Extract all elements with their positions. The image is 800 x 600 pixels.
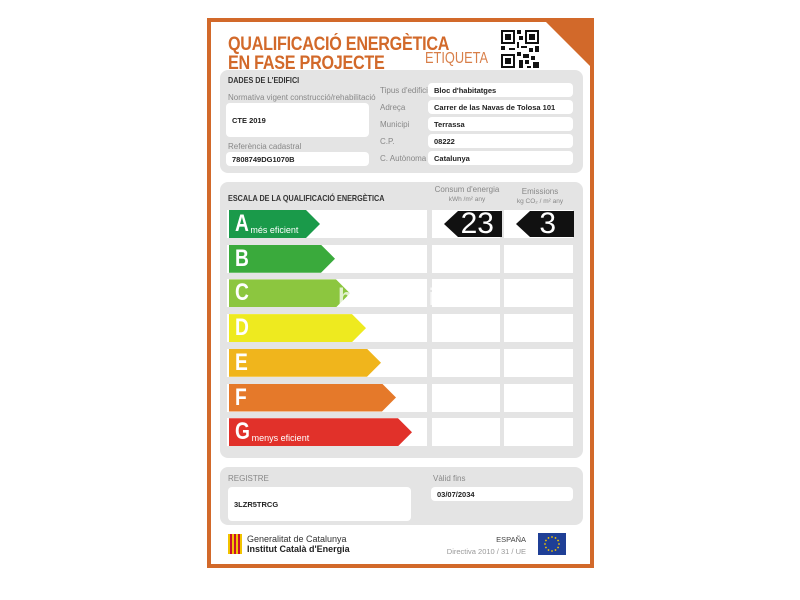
building-field-label: C. Autònoma (380, 154, 427, 163)
registre-field: 3LZR5TRCG (228, 487, 411, 521)
class-letter: E (235, 348, 248, 376)
building-field-label: C.P. (380, 137, 395, 146)
class-letter: F (235, 383, 247, 411)
building-section-title: DADES DE L'EDIFICI (228, 75, 300, 85)
class-subtitle: més eficient (250, 225, 299, 235)
class-arrow-c: C (229, 279, 350, 307)
normativa-field: CTE 2019 (226, 103, 369, 137)
cadastral-field: 7808749DG1070B (226, 152, 369, 166)
title-line2: EN FASE PROJECTE (228, 53, 385, 74)
scale-title: ESCALA DE LA QUALIFICACIÓ ENERGÈTICA (228, 193, 385, 203)
building-field-label: Municipi (380, 120, 410, 129)
consum-label: Consum d'energia (434, 185, 500, 194)
emissions-label: Emissions (521, 187, 559, 196)
footer-country: ESPAÑA (496, 535, 526, 544)
building-field-label: Tipus d'edifici (380, 86, 428, 95)
class-letter: B (235, 244, 249, 272)
building-data-panel: DADES DE L'EDIFICI Normativa vigent cons… (220, 70, 583, 173)
emissions-cell (504, 279, 573, 308)
class-arrow-g: G menys eficient (229, 418, 412, 446)
emissions-cell (504, 314, 573, 343)
footer-org1: Generalitat de Catalunya (247, 534, 347, 544)
class-arrow-d: D (229, 314, 366, 342)
title-line1: QUALIFICACIÓ ENERGÈTICA (228, 34, 450, 55)
consum-cell (432, 348, 500, 377)
registre-panel: REGISTRE 3LZR5TRCG Vàlid fins 03/07/2034 (220, 467, 583, 525)
building-field-value: Bloc d'habitatges (428, 83, 573, 97)
consum-cell (432, 383, 500, 412)
emissions-cell (504, 348, 573, 377)
class-arrow-e: E (229, 349, 381, 377)
class-letter: D (235, 314, 249, 342)
registre-label: REGISTRE (228, 474, 269, 483)
building-field-value: Catalunya (428, 151, 573, 165)
consum-cell (432, 314, 500, 343)
energy-label-document: QUALIFICACIÓ ENERGÈTICA EN FASE PROJECTE… (207, 18, 594, 568)
cadastral-label: Referència cadastral (228, 142, 302, 151)
energy-scale-panel: ESCALA DE LA QUALIFICACIÓ ENERGÈTICA Con… (220, 182, 583, 458)
valid-label: Vàlid fins (433, 474, 466, 483)
class-letter: C (235, 279, 249, 307)
eu-flag-icon (538, 533, 566, 555)
class-letter: A (235, 210, 249, 237)
building-field-label: Adreça (380, 103, 406, 112)
emissions-cell (504, 418, 573, 447)
footer-directive: Directiva 2010 / 31 / UE (446, 547, 526, 556)
building-field-value: Carrer de las Navas de Tolosa 101 (428, 100, 573, 114)
generalitat-logo-icon (228, 534, 242, 554)
valid-field: 03/07/2034 (431, 487, 573, 501)
consum-cell (432, 279, 500, 308)
corner-decoration (542, 22, 590, 70)
emissions-cell (504, 244, 573, 273)
building-field-value: 08222 (428, 134, 573, 148)
consum-value-indicator: 23 (444, 211, 502, 237)
class-arrow-a: A més eficient (229, 210, 320, 238)
etiqueta-label: ETIQUETA (425, 50, 489, 67)
consum-cell (432, 244, 500, 273)
class-letter: G (235, 418, 250, 446)
emissions-unit: kg CO₂ / m² any (516, 198, 564, 205)
emissions-cell (504, 383, 573, 412)
normativa-label: Normativa vigent construcció/rehabilitac… (228, 93, 376, 102)
watermark: habitaclia (338, 284, 449, 311)
class-arrow-b: B (229, 245, 335, 273)
building-field-value: Terrassa (428, 117, 573, 131)
qr-code-icon (501, 30, 539, 68)
class-subtitle: menys eficient (251, 433, 310, 444)
consum-cell (432, 418, 500, 447)
emissions-value-indicator: 3 (516, 211, 574, 237)
consum-unit: kWh /m² any (448, 196, 486, 203)
class-arrow-f: F (229, 384, 396, 412)
footer-org2: Institut Català d'Energia (247, 544, 350, 554)
